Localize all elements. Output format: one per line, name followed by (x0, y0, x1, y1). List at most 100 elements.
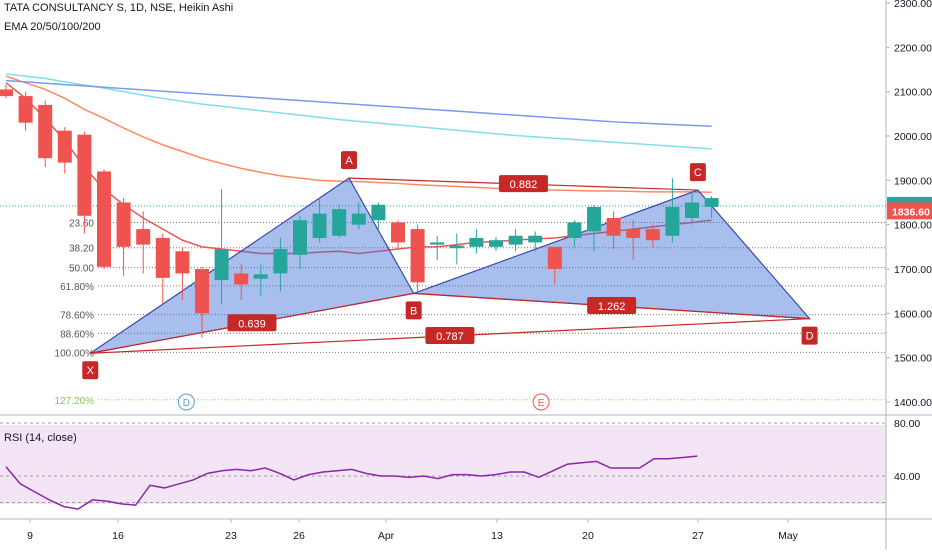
candle[interactable] (626, 220, 641, 261)
candle[interactable] (273, 237, 288, 292)
candle[interactable] (195, 266, 209, 338)
candle-body (97, 171, 111, 267)
candle[interactable] (253, 264, 268, 296)
candle[interactable] (38, 100, 53, 168)
candle[interactable] (116, 198, 131, 276)
x-tick-label: 26 (293, 530, 305, 542)
candle[interactable] (645, 224, 660, 247)
candle-body (175, 251, 190, 274)
ratio-label-box (498, 175, 548, 193)
candle-body (528, 235, 543, 243)
candle[interactable] (665, 178, 680, 243)
candle-body (371, 204, 386, 221)
price-label-box (887, 202, 932, 220)
candle[interactable] (469, 229, 484, 254)
candle[interactable] (508, 229, 523, 252)
y-tick-label: 2000.00 (894, 131, 932, 143)
candle[interactable] (77, 131, 92, 234)
candle[interactable] (332, 204, 347, 238)
candle[interactable] (704, 195, 719, 219)
y-tick-label: 1900.00 (894, 175, 932, 187)
ema-line-2 (5, 73, 712, 150)
x-tick-label: Apr (378, 530, 395, 542)
candle[interactable] (155, 233, 170, 305)
x-tick-label: 9 (27, 530, 33, 542)
y-tick-label: 2100.00 (894, 87, 932, 99)
candle[interactable] (685, 191, 699, 225)
indicator-legend[interactable]: EMA 20/50/100/200 (4, 21, 101, 33)
x-tick-label: 13 (491, 530, 503, 542)
ratio-label-box (425, 326, 475, 344)
candle[interactable] (449, 233, 464, 265)
candle-body (253, 274, 268, 279)
candle-body (704, 198, 719, 207)
candle[interactable] (0, 85, 13, 99)
candle-body (351, 213, 366, 225)
pattern-point-label: A (345, 155, 353, 167)
pattern-point-box (405, 301, 422, 320)
ratio-label: 0.639 (238, 318, 266, 330)
candle-body (489, 240, 503, 247)
rsi-tick-label: 40.00 (894, 471, 920, 483)
candle[interactable] (18, 91, 33, 131)
candle[interactable] (567, 220, 582, 247)
candle[interactable] (136, 211, 151, 274)
candle-body (547, 246, 562, 269)
candle-body (155, 237, 170, 278)
event-marker (532, 393, 550, 411)
y-tick-label: 1500.00 (894, 353, 932, 365)
pattern-point-label: C (694, 167, 702, 179)
candle[interactable] (371, 202, 386, 230)
fib-level-label: 38.20 (69, 244, 94, 255)
x-tick-label: 16 (112, 530, 124, 542)
event-marker (177, 393, 195, 411)
candle-body (312, 213, 327, 238)
candle[interactable] (234, 264, 249, 301)
candle-body (136, 229, 151, 245)
candle-body (449, 245, 464, 249)
ratio-label: 1.262 (598, 301, 626, 313)
fib-level-label: 78.60% (60, 311, 94, 322)
y-tick-label: 1400.00 (894, 397, 932, 409)
candle[interactable] (606, 211, 621, 250)
candle[interactable] (528, 231, 543, 252)
candle-body (195, 269, 209, 314)
fib-level-label: 100.00% (55, 348, 95, 359)
candle[interactable] (391, 220, 405, 250)
x-tick-label: May (778, 530, 799, 542)
candle[interactable] (175, 246, 190, 301)
pattern-point-label: D (806, 331, 814, 343)
candle[interactable] (293, 215, 307, 269)
candle[interactable] (587, 204, 601, 252)
rsi-label[interactable]: RSI (14, close) (4, 432, 77, 444)
y-tick-label: 1800.00 (894, 220, 932, 232)
fib-level-label: 50.00 (69, 264, 94, 275)
chart-title: TATA CONSULTANCY S, 1D, NSE, Heikin Ashi (4, 2, 234, 14)
candle-body (18, 96, 33, 123)
pattern-point-box (341, 151, 357, 170)
ema-line-3 (5, 79, 712, 127)
candle[interactable] (430, 235, 445, 261)
x-tick-label: 23 (225, 530, 237, 542)
pattern-point-box (689, 163, 706, 182)
candle-body (410, 229, 425, 283)
pattern-point-box (82, 361, 99, 380)
candle-body (0, 89, 13, 97)
candle[interactable] (351, 202, 366, 230)
ratio-label-box (587, 297, 637, 315)
candle[interactable] (214, 189, 229, 305)
candle[interactable] (489, 237, 503, 252)
candle-body (116, 202, 131, 247)
candle[interactable] (312, 198, 327, 243)
candle-body (430, 242, 445, 245)
candle[interactable] (410, 224, 425, 292)
pattern-point-box (801, 326, 818, 345)
price-label: 1836.60 (892, 206, 930, 218)
candle[interactable] (547, 246, 562, 285)
ratio-label-box (227, 314, 277, 332)
candle[interactable] (97, 169, 111, 269)
candle[interactable] (57, 127, 72, 174)
ema-line-1 (5, 75, 712, 194)
